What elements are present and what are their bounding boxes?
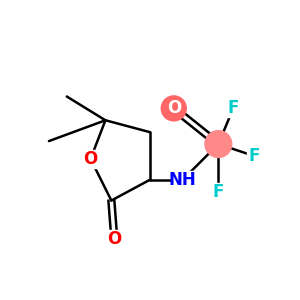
Text: F: F: [213, 183, 224, 201]
Bar: [82, 150, 99, 168]
Text: O: O: [83, 150, 98, 168]
Text: O: O: [107, 230, 122, 248]
Bar: [226, 100, 241, 117]
Text: F: F: [227, 99, 239, 117]
Text: NH: NH: [169, 171, 196, 189]
Text: F: F: [248, 147, 260, 165]
Bar: [247, 148, 262, 164]
Circle shape: [161, 96, 186, 121]
Bar: [211, 183, 226, 200]
Bar: [106, 230, 122, 248]
Text: O: O: [167, 99, 181, 117]
Bar: [172, 171, 194, 189]
Circle shape: [205, 131, 232, 158]
